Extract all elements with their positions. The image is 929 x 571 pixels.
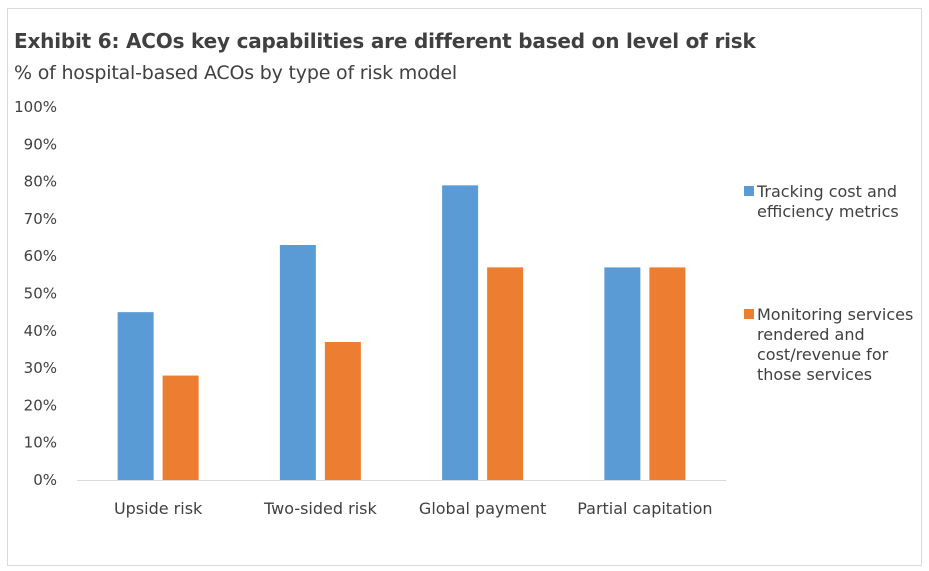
legend-label: Monitoring services rendered and cost/re… (757, 305, 914, 384)
y-tick-label: 80% (24, 173, 57, 191)
x-tick-label: Partial capitation (577, 499, 712, 518)
legend-swatch (744, 309, 754, 319)
bar-monitoring-services-2 (324, 341, 361, 480)
y-tick-label: 40% (24, 322, 57, 340)
legend-swatch (744, 186, 754, 196)
y-tick-label: 20% (24, 396, 57, 414)
x-tick-label: Global payment (419, 499, 546, 518)
y-tick-label: 30% (24, 359, 57, 377)
y-tick-label: 70% (24, 210, 57, 228)
y-tick-label: 0% (33, 471, 57, 489)
bar-tracking-cost-1 (117, 312, 154, 480)
bar-monitoring-services-1 (162, 375, 199, 480)
y-tick-label: 50% (24, 285, 57, 303)
legend-label: Tracking cost and efficiency metrics (757, 182, 899, 221)
bar-tracking-cost-2 (279, 245, 316, 480)
bar-tracking-cost-4 (604, 267, 641, 480)
bar-monitoring-services-4 (649, 267, 686, 480)
y-tick-label: 90% (24, 135, 57, 153)
y-tick-label: 10% (24, 434, 57, 452)
chart-title: Exhibit 6: ACOs key capabilities are dif… (14, 29, 756, 53)
chart-subtitle: % of hospital-based ACOs by type of risk… (14, 62, 457, 84)
y-tick-label: 100% (14, 98, 57, 116)
y-tick-label: 60% (24, 247, 57, 265)
x-tick-label: Upside risk (114, 499, 203, 518)
bar-monitoring-services-3 (487, 267, 524, 480)
bar-tracking-cost-3 (442, 185, 479, 480)
x-tick-label: Two-sided risk (263, 499, 377, 518)
